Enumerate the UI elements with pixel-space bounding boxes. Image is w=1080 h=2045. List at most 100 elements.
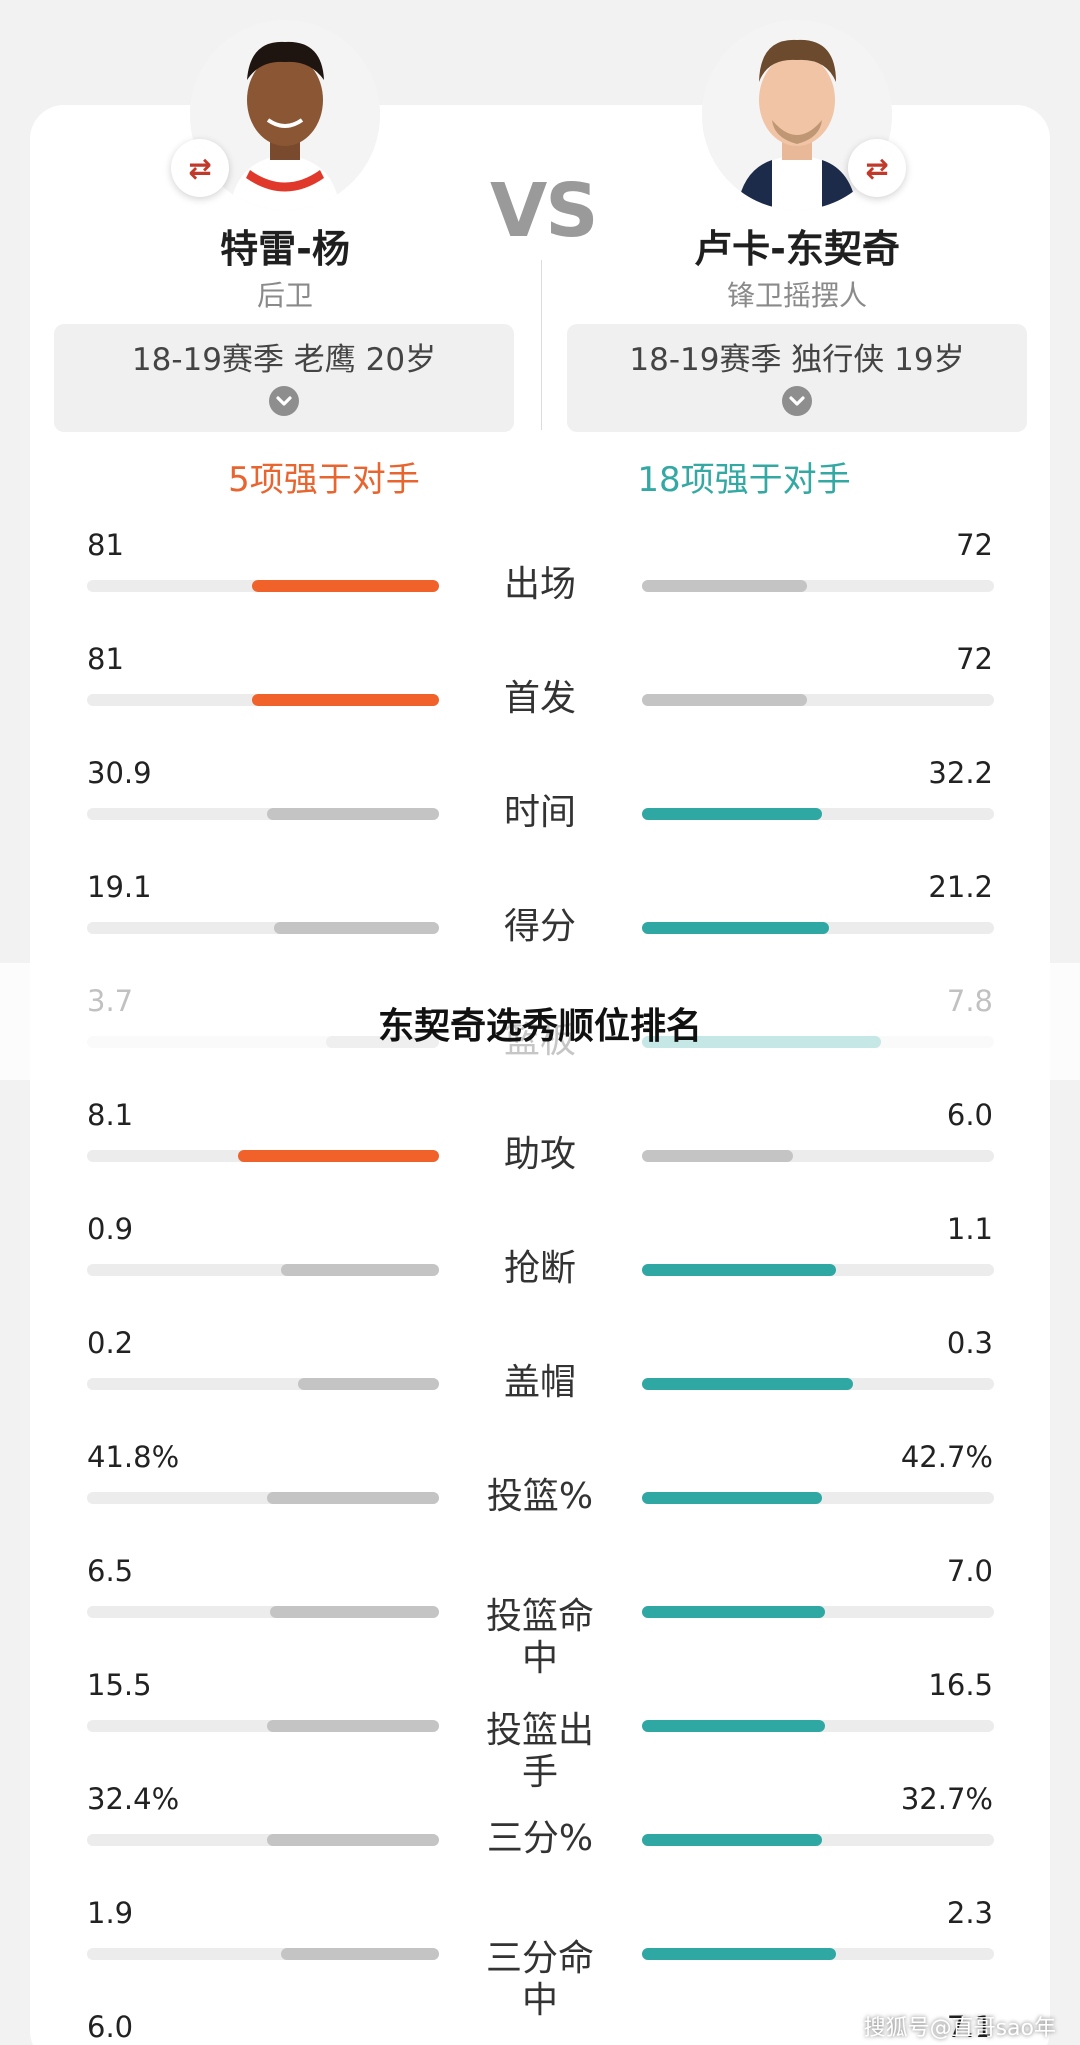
left-stat-value: 30.9 (87, 756, 152, 790)
left-stat-bar (252, 580, 439, 592)
stat-row: 81 72 出场 (0, 528, 1080, 642)
left-stat-track (87, 1606, 439, 1618)
left-stat-bar (270, 1606, 439, 1618)
right-stat-track (642, 922, 994, 934)
left-summary: 5项强于对手 (228, 460, 420, 500)
right-stat-track (642, 1264, 994, 1276)
right-player-position: 锋卫摇摆人 (726, 279, 867, 312)
left-stat-bar (281, 1264, 439, 1276)
left-player-photo (190, 20, 380, 210)
right-stat-value: 72 (956, 642, 993, 676)
header-divider (541, 260, 542, 430)
left-stat-track (87, 1378, 439, 1390)
right-stat-bar (642, 1948, 836, 1960)
left-stat-bar (274, 922, 439, 934)
right-stat-track (642, 1492, 994, 1504)
stat-row: 30.9 32.2 时间 (0, 756, 1080, 870)
right-stat-track (642, 808, 994, 820)
right-stat-value: 0.3 (946, 1326, 993, 1360)
left-stat-bar (267, 1492, 439, 1504)
stat-label: 三分% (486, 1818, 594, 1859)
stat-row: 0.2 0.3 盖帽 (0, 1326, 1080, 1440)
left-player-position: 后卫 (256, 279, 313, 312)
right-stat-value: 7.1 (946, 2010, 993, 2044)
right-stat-value: 42.7% (900, 1440, 993, 1474)
stat-row: 8.1 6.0 助攻 (0, 1098, 1080, 1212)
right-player-avatar[interactable] (702, 20, 892, 210)
right-player-name: 卢卡-东契奇 (694, 227, 900, 271)
stat-row: 1.9 2.3 三分命中 (0, 1896, 1080, 2021)
stat-row: 81 72 首发 (0, 642, 1080, 756)
stat-label: 出场 (503, 564, 576, 605)
left-stat-track (87, 1834, 439, 1846)
stat-label: 助攻 (503, 1134, 576, 1175)
left-stat-track (87, 694, 439, 706)
credit-watermark: 搜狐号@直哥sao年 (863, 2016, 1056, 2041)
stat-label: 投篮出手 (485, 1710, 594, 1793)
left-stat-bar (238, 1150, 439, 1162)
right-stat-track (642, 1720, 994, 1732)
right-stat-track (642, 1834, 994, 1846)
left-stat-value: 41.8% (87, 1440, 180, 1474)
left-stat-value: 19.1 (87, 870, 152, 904)
stat-label: 盖帽 (503, 1362, 576, 1403)
left-stat-track (87, 1492, 439, 1504)
overlay-title: 东契奇选秀顺位排名 (377, 1006, 702, 1047)
right-stat-value: 16.5 (928, 1668, 993, 1702)
left-stat-track (87, 1720, 439, 1732)
stat-label: 抢断 (503, 1248, 576, 1289)
left-swap-button[interactable]: ⇄ (171, 139, 229, 197)
left-stat-bar (267, 1720, 439, 1732)
swap-icon: ⇄ (865, 151, 889, 185)
left-stat-track (87, 922, 439, 934)
left-stat-track (87, 580, 439, 592)
right-stat-bar (642, 1834, 822, 1846)
left-stat-bar (252, 694, 439, 706)
left-stat-value: 8.1 (87, 1098, 134, 1132)
left-stat-value: 0.9 (87, 1212, 134, 1246)
left-season-label: 18-19赛季 老鹰 20岁 (131, 342, 437, 378)
right-season-selector[interactable]: 18-19赛季 独行侠 19岁 (567, 324, 1027, 432)
right-stat-bar (642, 580, 807, 592)
right-stat-track (642, 694, 994, 706)
stat-label: 投篮% (486, 1476, 594, 1517)
right-stat-track (642, 1378, 994, 1390)
left-season-selector[interactable]: 18-19赛季 老鹰 20岁 (54, 324, 514, 432)
stat-row: 6.5 7.0 投篮命中 (0, 1554, 1080, 1679)
right-stat-bar (642, 1378, 853, 1390)
stat-row: 15.5 16.5 投篮出手 (0, 1668, 1080, 1793)
right-stat-track (642, 1948, 994, 1960)
left-stat-bar (281, 1948, 439, 1960)
stat-label: 首发 (503, 678, 576, 719)
right-stat-bar (642, 1150, 793, 1162)
left-player-name: 特雷-杨 (220, 227, 350, 271)
left-stat-track (87, 1948, 439, 1960)
right-stat-bar (642, 1492, 822, 1504)
left-stat-track (87, 1264, 439, 1276)
left-stat-value: 81 (87, 528, 124, 562)
left-stat-value: 6.5 (87, 1554, 134, 1588)
vs-label: VS (490, 168, 599, 254)
stat-row: 41.8% 42.7% 投篮% (0, 1440, 1080, 1554)
right-stat-value: 2.3 (946, 1896, 993, 1930)
chevron-down-icon (269, 386, 299, 416)
left-stat-value: 6.0 (87, 2010, 134, 2044)
right-stat-value: 7.0 (946, 1554, 993, 1588)
chevron-down-icon (782, 386, 812, 416)
overlay-band (0, 963, 1080, 1080)
left-stat-bar (267, 808, 439, 820)
right-stat-bar (642, 694, 807, 706)
left-stat-bar (298, 1378, 439, 1390)
right-stat-track (642, 580, 994, 592)
left-stat-value: 32.4% (87, 1782, 180, 1816)
left-player-avatar[interactable] (190, 20, 380, 210)
right-stat-bar (642, 1720, 825, 1732)
right-swap-button[interactable]: ⇄ (848, 139, 906, 197)
right-stat-value: 1.1 (946, 1212, 993, 1246)
right-stat-bar (642, 808, 822, 820)
right-stat-bar (642, 1606, 825, 1618)
left-stat-value: 1.9 (87, 1896, 134, 1930)
right-stat-track (642, 1606, 994, 1618)
left-stat-track (87, 1150, 439, 1162)
right-stat-value: 32.2 (928, 756, 993, 790)
